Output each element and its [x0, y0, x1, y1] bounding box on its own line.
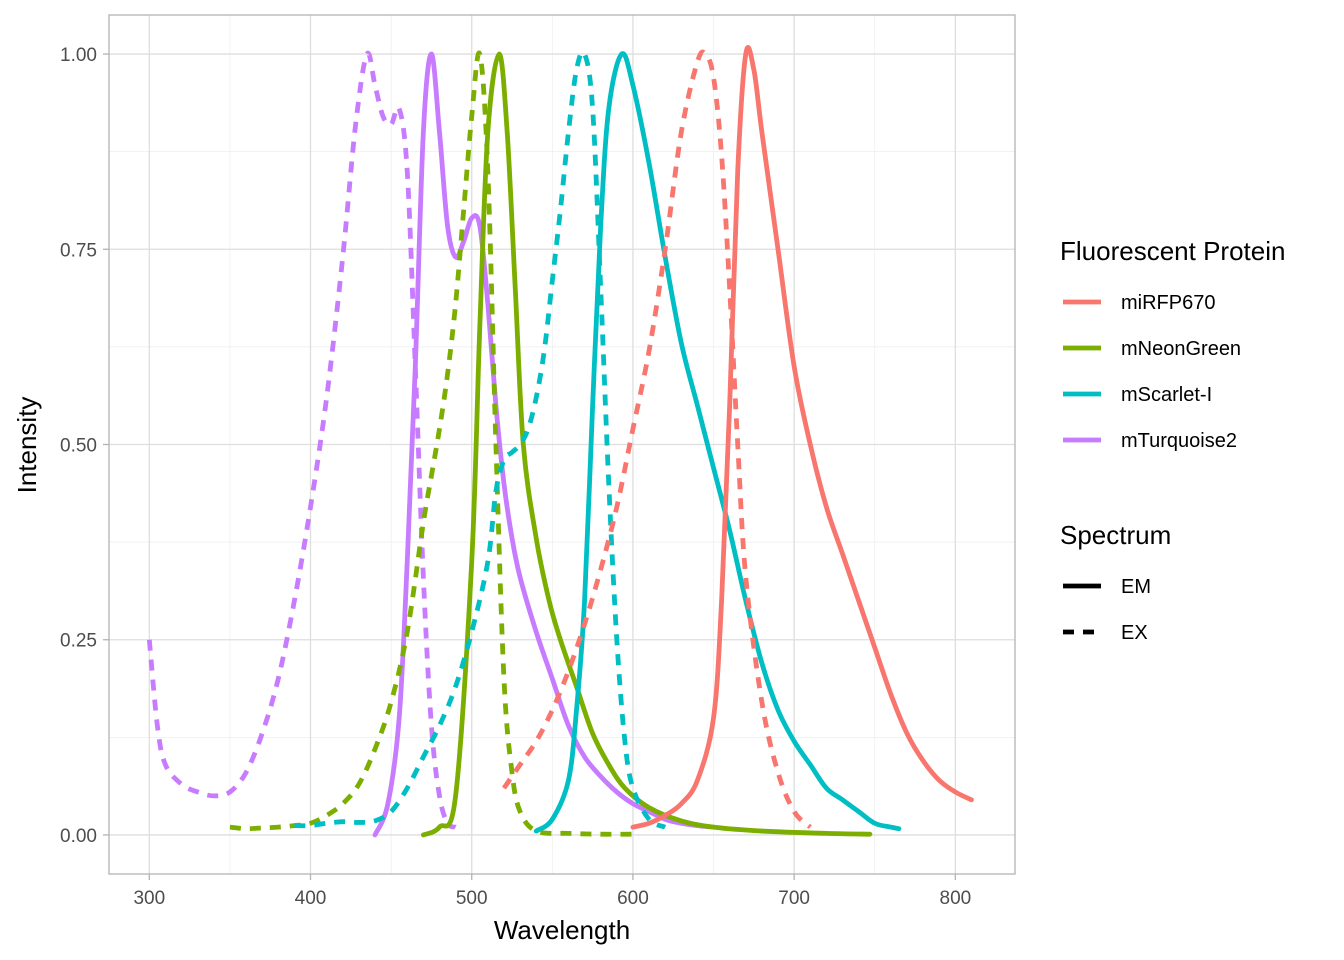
series-mscarlet-i-ex: [294, 49, 667, 830]
y-axis-title: Intensity: [12, 397, 42, 494]
series-mturquoise2-em: [372, 51, 716, 838]
series-mscarlet-i-em: [533, 51, 902, 834]
legend-label-protein: mScarlet-I: [1121, 384, 1212, 406]
x-tick-label: 400: [295, 888, 327, 909]
legend-label-spectrum: EX: [1121, 622, 1148, 644]
y-tick-label: 0.00: [60, 826, 97, 847]
legend-label-spectrum: EM: [1121, 576, 1151, 598]
series-mirfp670-ex: [501, 49, 812, 829]
legend-color-title: Fluorescent Protein: [1060, 236, 1285, 266]
x-tick-label: 300: [133, 888, 165, 909]
series-lines: [146, 45, 974, 838]
x-tick-label: 500: [456, 888, 488, 909]
x-axis-title: Wavelength: [494, 915, 630, 945]
legend-label-protein: mTurquoise2: [1121, 430, 1237, 452]
series-mirfp670-em: [630, 45, 974, 830]
x-tick-label: 600: [617, 888, 649, 909]
y-tick-label: 0.50: [60, 436, 97, 457]
y-tick-label: 0.75: [60, 240, 97, 261]
series-mturquoise2-ex: [146, 50, 457, 830]
x-tick-label: 800: [940, 888, 972, 909]
series-mneongreen-em: [420, 51, 873, 838]
x-tick-label: 700: [778, 888, 810, 909]
gridlines: [109, 15, 1015, 874]
series-mneongreen-ex: [229, 50, 633, 837]
y-axis: 0.00 0.25 0.50 0.75 1.00: [60, 45, 109, 847]
legend-label-protein: mNeonGreen: [1121, 338, 1241, 360]
x-axis: 300 400 500 600 700 800: [133, 874, 971, 909]
legend: Fluorescent Protein Spectrum miRFP670 mNe…: [1060, 236, 1285, 644]
legend-linetype-title: Spectrum: [1060, 520, 1171, 550]
legend-label-protein: miRFP670: [1121, 292, 1215, 314]
y-tick-label: 0.25: [60, 631, 97, 652]
y-tick-label: 1.00: [60, 45, 97, 66]
